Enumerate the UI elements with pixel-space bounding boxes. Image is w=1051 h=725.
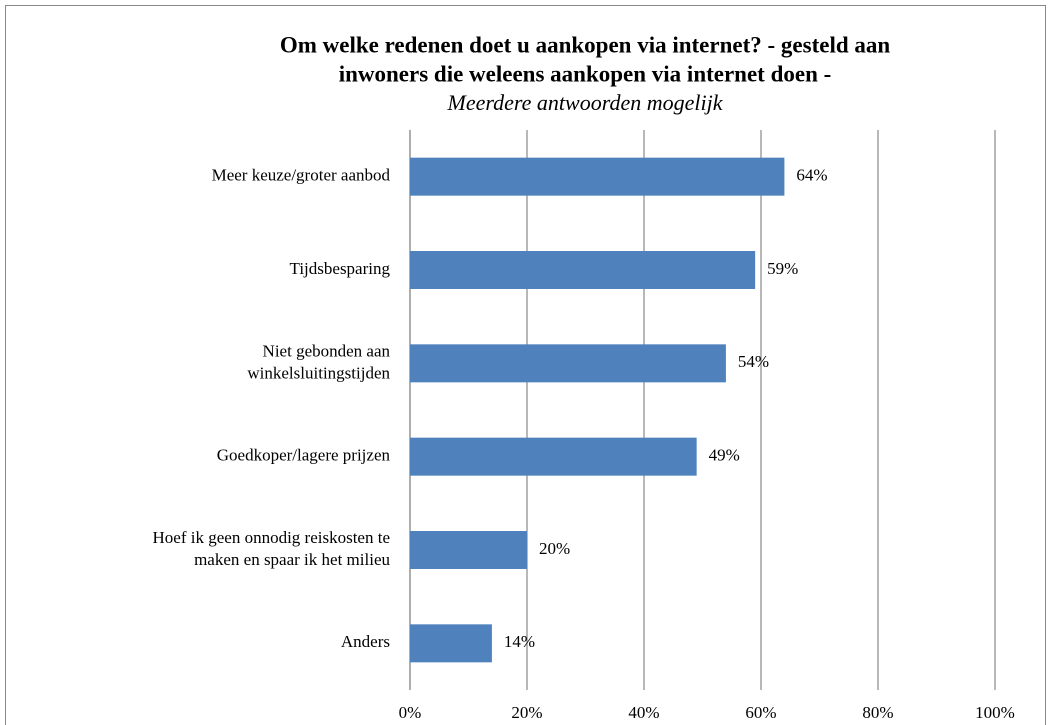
- y-tick-label: Goedkoper/lagere prijzen: [217, 446, 391, 465]
- chart-title: Om welke redenen doet u aankopen via int…: [280, 32, 891, 57]
- y-tick-label: Tijdsbesparing: [290, 259, 391, 278]
- bar: [410, 157, 785, 196]
- x-tick-label: 20%: [511, 703, 542, 722]
- x-tick-label: 80%: [862, 703, 893, 722]
- bar: [410, 531, 527, 569]
- y-tick-label: Anders: [341, 632, 390, 651]
- data-label: 14%: [504, 632, 535, 651]
- bar: [410, 437, 697, 476]
- data-label: 59%: [767, 259, 798, 278]
- x-tick-label: 100%: [975, 703, 1015, 722]
- data-label: 49%: [709, 446, 740, 465]
- x-tick-label: 40%: [628, 703, 659, 722]
- chart-title: inwoners die weleens aankopen via intern…: [339, 61, 832, 86]
- bar: [410, 251, 756, 289]
- x-tick-label: 0%: [399, 703, 422, 722]
- y-tick-label: Hoef ik geen onnodig reiskosten te maken …: [153, 528, 391, 569]
- bar: [410, 624, 492, 663]
- bar: [410, 344, 726, 383]
- x-tick-label: 60%: [745, 703, 776, 722]
- data-label: 64%: [796, 166, 827, 185]
- data-label: 20%: [539, 539, 570, 558]
- data-label: 54%: [738, 352, 769, 371]
- chart-subtitle: Meerdere antwoorden mogelijk: [447, 90, 724, 115]
- y-tick-label: Niet gebonden aan winkelsluitingstijden: [247, 341, 390, 382]
- y-tick-label: Meer keuze/groter aanbod: [212, 166, 391, 185]
